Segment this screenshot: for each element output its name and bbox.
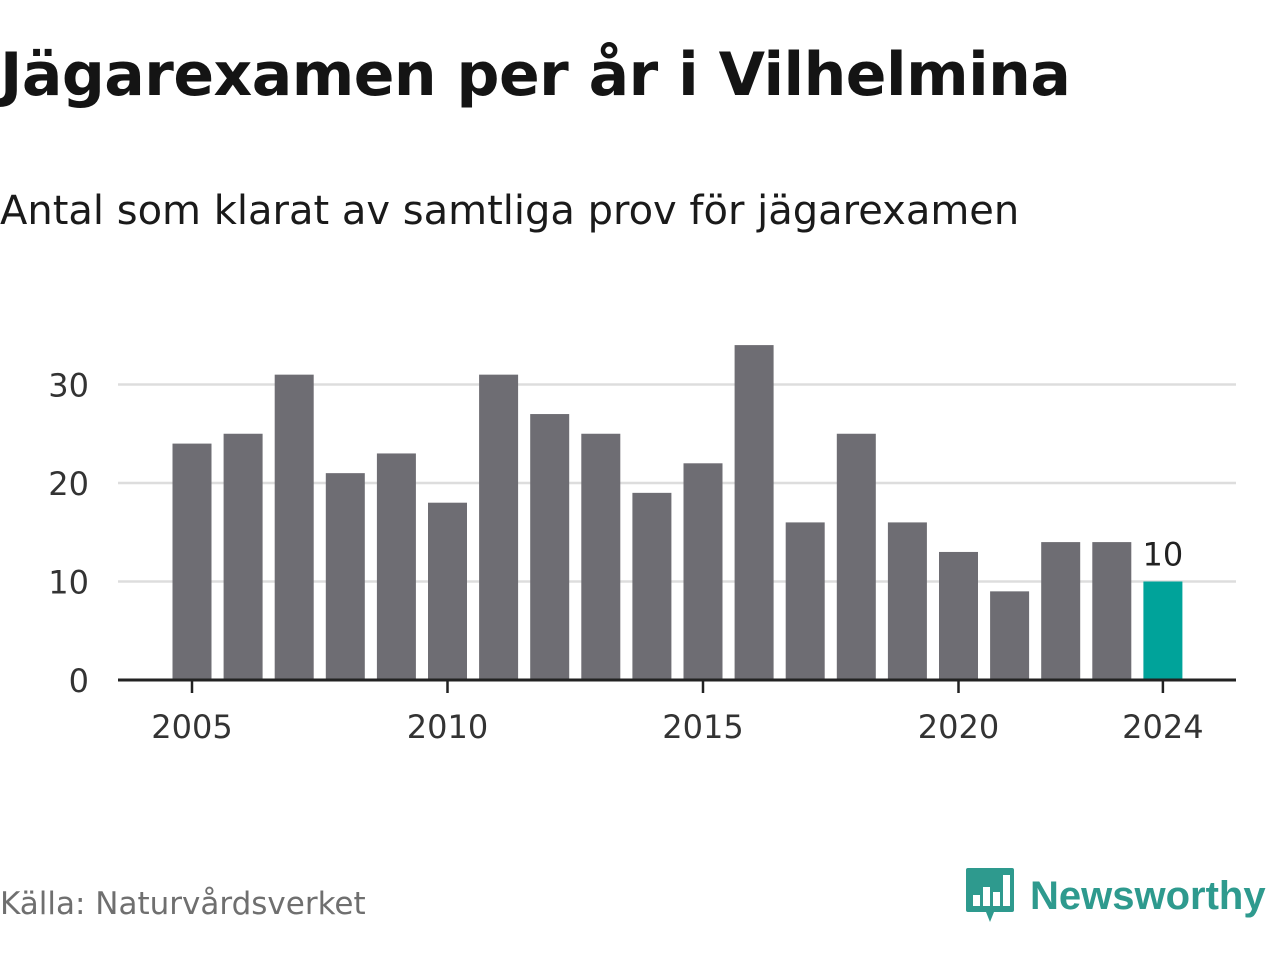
bar [172,443,212,680]
bar [325,473,365,680]
x-tick-label: 2005 [151,708,232,746]
bar [683,463,723,680]
brand-name: Newsworthy [1030,873,1266,918]
chart-subtitle: Antal som klarat av samtliga prov för jä… [0,188,1020,234]
y-tick-label: 10 [48,564,89,602]
y-tick-label: 30 [48,367,89,405]
y-tick-label: 0 [69,662,89,700]
bar-chart: 0 10 20 30 10 2005 2010 2015 2020 2024 [48,345,1236,747]
bar [1092,542,1132,680]
axes [118,678,1236,693]
bar [1143,581,1183,680]
bar [939,551,978,680]
bar [1041,542,1081,680]
bar [223,433,263,680]
bar [990,591,1030,680]
bar [632,492,672,680]
data-label: 10 [1143,536,1184,574]
bar [479,374,519,680]
bar [274,374,314,680]
bar [836,433,876,680]
bar [376,453,416,680]
brand-logo: Newsworthy [964,866,1266,926]
bar [581,433,621,680]
x-tick-label: 2010 [407,708,488,746]
x-tick-label: 2015 [662,708,743,746]
bar [428,502,467,680]
bar [887,522,927,680]
x-tick-label: 2020 [918,708,999,746]
newsworthy-logo-icon [966,868,1014,922]
labels: 0 10 20 30 10 2005 2010 2015 2020 2024 [48,367,1203,747]
x-tick-label: 2024 [1122,708,1203,746]
y-tick-label: 20 [48,465,89,503]
source-note: Källa: Naturvårdsverket [0,886,366,922]
bar [785,522,825,680]
bar [734,345,774,680]
bar [530,414,570,680]
chart-title: Jägarexamen per år i Vilhelmina [0,40,1071,110]
bars [172,345,1183,680]
